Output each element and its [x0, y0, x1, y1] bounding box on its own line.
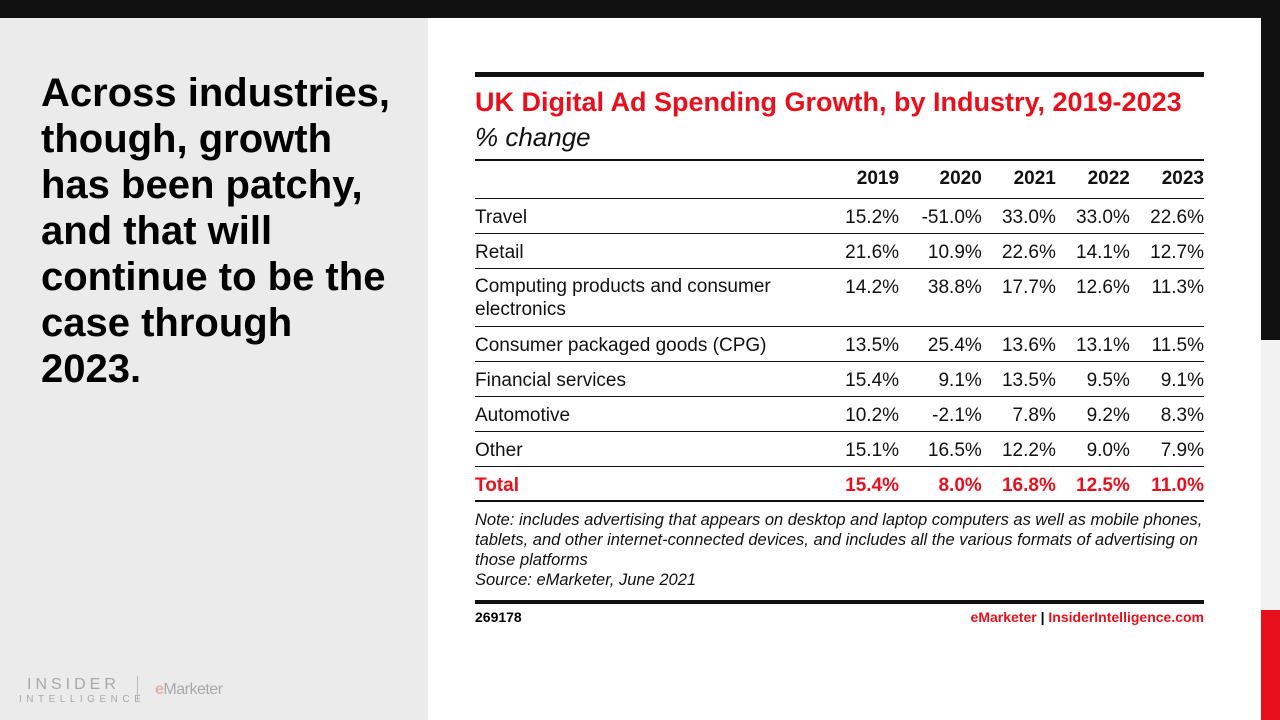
cell-value: 10.2%: [825, 395, 900, 431]
cell-value: 13.5%: [825, 325, 900, 361]
chart-id: 269178: [475, 609, 522, 625]
cell-value: 9.2%: [1055, 395, 1130, 431]
cell-value: 11.3%: [1129, 267, 1204, 326]
source-text: Source: eMarketer, June 2021: [475, 571, 697, 589]
header-row: 2019 2020 2021 2022 2023: [475, 160, 1204, 198]
cell-value: 15.2%: [825, 197, 900, 233]
row-label: Computing products and consumer electron…: [475, 267, 825, 326]
cell-value: 13.1%: [1055, 325, 1130, 361]
row-label: Consumer packaged goods (CPG): [475, 325, 825, 361]
cell-value: 9.1%: [899, 360, 982, 396]
cell-value: 14.2%: [825, 267, 900, 326]
row-label: Travel: [475, 197, 825, 233]
cell-value: 33.0%: [981, 197, 1056, 233]
cell-value: 16.5%: [899, 430, 982, 466]
bottom-rule: [475, 600, 1204, 604]
cell-value: 25.4%: [899, 325, 982, 361]
cell-value: 16.8%: [981, 465, 1056, 502]
row-label: Other: [475, 430, 825, 466]
table-row: Total 15.4% 8.0% 16.8% 12.5% 11.0%: [475, 465, 1204, 502]
cell-value: 7.9%: [1129, 430, 1204, 466]
cell-value: 22.6%: [1129, 197, 1204, 233]
footer: 269178 eMarketer | InsiderIntelligence.c…: [475, 609, 1204, 625]
cell-value: 9.5%: [1055, 360, 1130, 396]
cell-value: 15.4%: [825, 360, 900, 396]
data-table: 2019 2020 2021 2022 2023 Travel 15.2% -51.0% 33…: [475, 159, 1204, 502]
footer-site: InsiderIntelligence.com: [1048, 609, 1204, 625]
table-row: Automotive 10.2% -2.1% 7.8% 9.2% 8.3%: [475, 395, 1204, 431]
cell-value: 12.5%: [1055, 465, 1130, 502]
table-row: Retail 21.6% 10.9% 22.6% 14.1% 12.7%: [475, 232, 1204, 268]
footer-sep: |: [1040, 609, 1045, 625]
cell-value: 9.0%: [1055, 430, 1130, 466]
note-text: Note: includes advertising that appears …: [475, 511, 1203, 569]
column-header: 2023: [1161, 168, 1204, 190]
cell-value: 7.8%: [981, 395, 1056, 431]
cell-value: 15.1%: [825, 430, 900, 466]
table-chart: UK Digital Ad Spending Growth, by Indust…: [475, 72, 1204, 625]
note: Note: includes advertising that appears …: [475, 510, 1204, 590]
cell-value: 8.0%: [899, 465, 982, 502]
logo-line2: INTELLIGENCE: [19, 694, 146, 705]
cell-value: 12.7%: [1129, 232, 1204, 268]
row-label: Automotive: [475, 395, 825, 431]
top-bar: [0, 0, 1280, 18]
column-header: 2020: [939, 168, 982, 190]
cell-value: 17.7%: [981, 267, 1056, 326]
row-label: Financial services: [475, 360, 825, 396]
column-header: [475, 160, 825, 198]
cell-value: 11.5%: [1129, 325, 1204, 361]
chart-subtitle: % change: [475, 122, 591, 152]
cell-value: 15.4%: [825, 465, 900, 502]
logo-divider: [137, 676, 138, 702]
cell-value: 9.1%: [1129, 360, 1204, 396]
cell-value: 12.6%: [1055, 267, 1130, 326]
column-header: 2019: [856, 168, 900, 190]
cell-value: 33.0%: [1055, 197, 1130, 233]
cell-value: 13.6%: [981, 325, 1056, 361]
table-row: Financial services 15.4% 9.1% 13.5% 9.5% 9.1%: [475, 360, 1204, 396]
cell-value: 12.2%: [981, 430, 1056, 466]
left-panel: [0, 18, 428, 720]
top-rule: [475, 72, 1204, 77]
row-label: Total: [475, 465, 825, 502]
column-header: 2021: [1013, 168, 1056, 190]
right-accent-strip: [1261, 0, 1280, 720]
headline: Across industries, though, growth has be…: [41, 71, 391, 391]
footer-brand: eMarketer: [970, 609, 1037, 625]
emarketer-logo: eMarketer: [155, 681, 223, 698]
table-row: Travel 15.2% -51.0% 33.0% 33.0% 22.6%: [475, 197, 1204, 233]
chart-title: UK Digital Ad Spending Growth, by Indust…: [475, 87, 1182, 117]
cell-value: -2.1%: [899, 395, 982, 431]
cell-value: 8.3%: [1129, 395, 1204, 431]
cell-value: 38.8%: [899, 267, 982, 326]
table-row: Other 15.1% 16.5% 12.2% 9.0% 7.9%: [475, 430, 1204, 466]
cell-value: 21.6%: [825, 232, 900, 268]
cell-value: 13.5%: [981, 360, 1056, 396]
cell-value: 22.6%: [981, 232, 1056, 268]
logo-line1: INSIDER: [27, 676, 120, 693]
cell-value: -51.0%: [899, 197, 982, 233]
table-row: Computing products and consumer electron…: [475, 267, 1204, 326]
cell-value: 14.1%: [1055, 232, 1130, 268]
table-row: Consumer packaged goods (CPG) 13.5% 25.4% 1…: [475, 325, 1204, 361]
column-header: 2022: [1087, 168, 1130, 190]
cell-value: 10.9%: [899, 232, 982, 268]
cell-value: 11.0%: [1129, 465, 1204, 502]
row-label: Retail: [475, 232, 825, 268]
